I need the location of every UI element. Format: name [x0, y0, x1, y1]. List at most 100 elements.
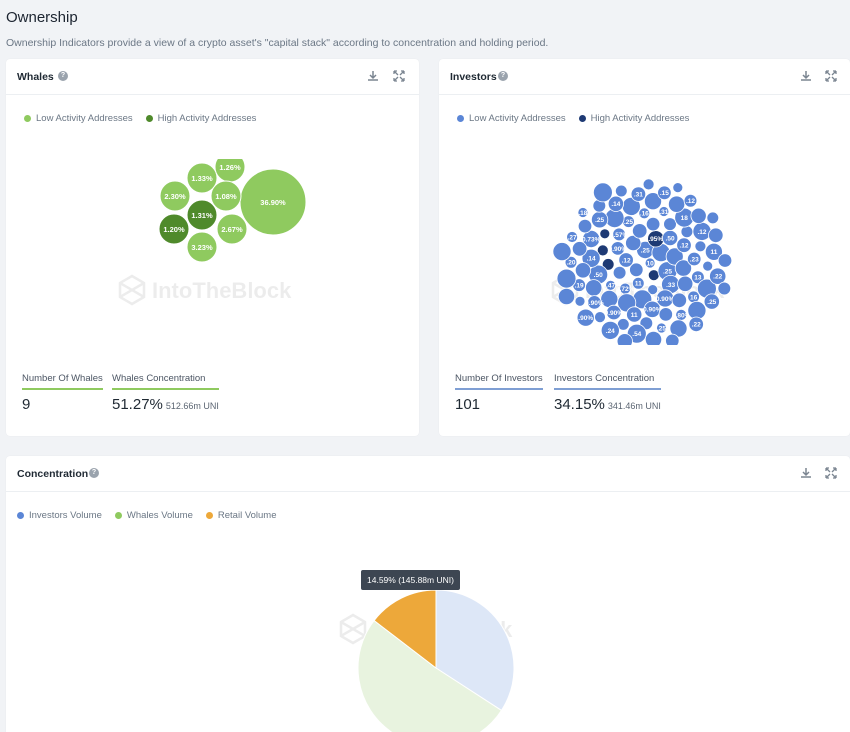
investor-bubble[interactable]	[668, 195, 686, 213]
download-icon[interactable]	[800, 70, 812, 82]
whale-bubble[interactable]: 2.67%	[216, 213, 248, 245]
investor-bubble[interactable]: 11	[632, 277, 645, 290]
investor-bubble[interactable]: 11	[704, 242, 723, 261]
help-icon[interactable]: ?	[498, 71, 508, 81]
legend-high-activity[interactable]: High Activity Addresses	[145, 113, 256, 124]
investor-bubble[interactable]: .25	[591, 211, 609, 229]
investor-bubble[interactable]	[616, 333, 633, 345]
whale-bubble[interactable]: 1.20%	[158, 213, 190, 245]
investor-bubble[interactable]	[599, 228, 611, 240]
investor-bubble[interactable]	[658, 307, 674, 322]
investor-bubble[interactable]	[644, 330, 663, 345]
investor-bubble[interactable]	[706, 211, 720, 225]
pie-slice-retail-volume[interactable]	[373, 589, 437, 670]
investor-bubble[interactable]	[615, 184, 628, 198]
whale-bubble[interactable]: 36.90%	[239, 168, 307, 236]
whale-bubble[interactable]: 1.08%	[210, 180, 242, 212]
investor-bubble[interactable]	[702, 260, 714, 272]
whale-bubble[interactable]: 3.23%	[186, 231, 218, 263]
investor-bubble[interactable]: .12	[683, 193, 698, 208]
investor-bubble[interactable]: 11	[626, 306, 643, 323]
investor-bubble[interactable]	[574, 262, 592, 279]
legend-investors-volume[interactable]: Investors Volume	[17, 510, 102, 521]
investor-bubble[interactable]: 0.90%	[605, 304, 624, 321]
whale-bubble[interactable]: 2.30%	[159, 180, 191, 212]
investor-bubble[interactable]	[647, 284, 659, 296]
whale-bubble[interactable]: 1.26%	[214, 159, 246, 183]
legend-low-activity[interactable]: Low Activity Addresses	[24, 113, 133, 124]
investor-bubble[interactable]	[717, 253, 733, 268]
investor-bubble[interactable]	[556, 268, 577, 289]
investor-bubble[interactable]: .27	[566, 231, 579, 243]
investor-bubble[interactable]	[680, 225, 694, 238]
investor-bubble[interactable]	[671, 292, 688, 309]
investor-bubble[interactable]	[708, 227, 724, 244]
investor-bubble[interactable]	[571, 241, 588, 257]
investor-bubble[interactable]	[631, 223, 648, 239]
whale-bubble[interactable]: 1.31%	[186, 199, 218, 231]
investor-bubble[interactable]	[643, 192, 662, 211]
investor-bubble[interactable]	[690, 207, 707, 224]
whale-bubble[interactable]: 1.33%	[186, 162, 218, 194]
investor-bubble[interactable]: 0.90%	[643, 300, 662, 318]
investor-bubble[interactable]: .47	[605, 279, 617, 291]
download-icon[interactable]	[800, 467, 812, 479]
investor-bubble[interactable]: .95%	[647, 230, 665, 248]
expand-icon[interactable]	[825, 70, 837, 82]
investor-bubble[interactable]	[557, 287, 576, 306]
investor-bubble[interactable]	[669, 319, 688, 338]
investor-bubble[interactable]: .24	[600, 320, 620, 340]
investor-bubble[interactable]: .22	[688, 316, 704, 333]
investor-bubble[interactable]	[665, 333, 680, 345]
investor-bubble[interactable]	[601, 258, 615, 271]
investor-bubble[interactable]	[592, 182, 613, 203]
investor-bubble[interactable]	[585, 279, 603, 297]
investor-bubble[interactable]: 13	[691, 270, 705, 284]
legend-retail-volume[interactable]: Retail Volume	[205, 510, 277, 521]
investor-bubble[interactable]: .31	[630, 186, 647, 202]
investor-bubble[interactable]: .14	[607, 195, 624, 212]
investor-bubble[interactable]: .23	[686, 251, 702, 267]
investor-bubble[interactable]: .16	[638, 207, 651, 220]
investor-bubble[interactable]: 16	[687, 290, 700, 304]
investor-bubble[interactable]	[717, 281, 732, 296]
investor-bubble[interactable]: 0.57%	[610, 227, 629, 242]
investor-bubble[interactable]: .12	[618, 252, 634, 268]
investor-bubble[interactable]	[594, 311, 606, 324]
investor-bubble[interactable]	[625, 234, 642, 252]
legend-low-activity[interactable]: Low Activity Addresses	[457, 113, 566, 124]
investor-bubble[interactable]	[596, 244, 609, 257]
investor-bubble[interactable]	[577, 218, 593, 234]
investor-bubble[interactable]: .25	[656, 322, 667, 334]
investor-bubble[interactable]	[642, 178, 655, 191]
investor-bubble[interactable]: .14	[581, 248, 601, 268]
investor-bubble[interactable]: .18	[577, 207, 589, 218]
investor-bubble[interactable]	[552, 242, 572, 262]
investor-bubble[interactable]	[677, 275, 694, 292]
download-icon[interactable]	[367, 70, 379, 82]
investor-bubble[interactable]: .15	[657, 185, 672, 201]
investor-bubble[interactable]: 0.90%	[609, 241, 628, 256]
investor-bubble[interactable]	[574, 295, 586, 307]
help-icon[interactable]: ?	[58, 71, 68, 81]
investor-bubble[interactable]	[629, 262, 644, 278]
investor-bubble[interactable]	[694, 240, 707, 253]
investor-bubble[interactable]: .25	[703, 293, 720, 310]
investor-bubble[interactable]: .90%	[576, 308, 595, 327]
investor-bubble[interactable]: .12	[676, 237, 692, 253]
investor-bubble[interactable]: .31	[658, 206, 670, 217]
investor-bubble[interactable]	[672, 182, 684, 193]
legend-whales-volume[interactable]: Whales Volume	[114, 510, 193, 521]
legend-high-activity[interactable]: High Activity Addresses	[578, 113, 689, 124]
investor-bubble[interactable]: 0.90%	[585, 295, 604, 310]
investor-bubble[interactable]	[612, 265, 627, 280]
help-icon[interactable]: ?	[89, 468, 99, 478]
investor-bubble[interactable]	[663, 217, 677, 231]
investor-bubble[interactable]: .50	[662, 229, 679, 247]
expand-icon[interactable]	[393, 70, 405, 82]
investor-bubble[interactable]: 0.73%	[582, 230, 601, 249]
investor-bubble[interactable]	[645, 216, 661, 232]
investor-bubble[interactable]: .20	[564, 256, 578, 269]
expand-icon[interactable]	[825, 467, 837, 479]
investor-bubble[interactable]: .12	[692, 221, 712, 241]
